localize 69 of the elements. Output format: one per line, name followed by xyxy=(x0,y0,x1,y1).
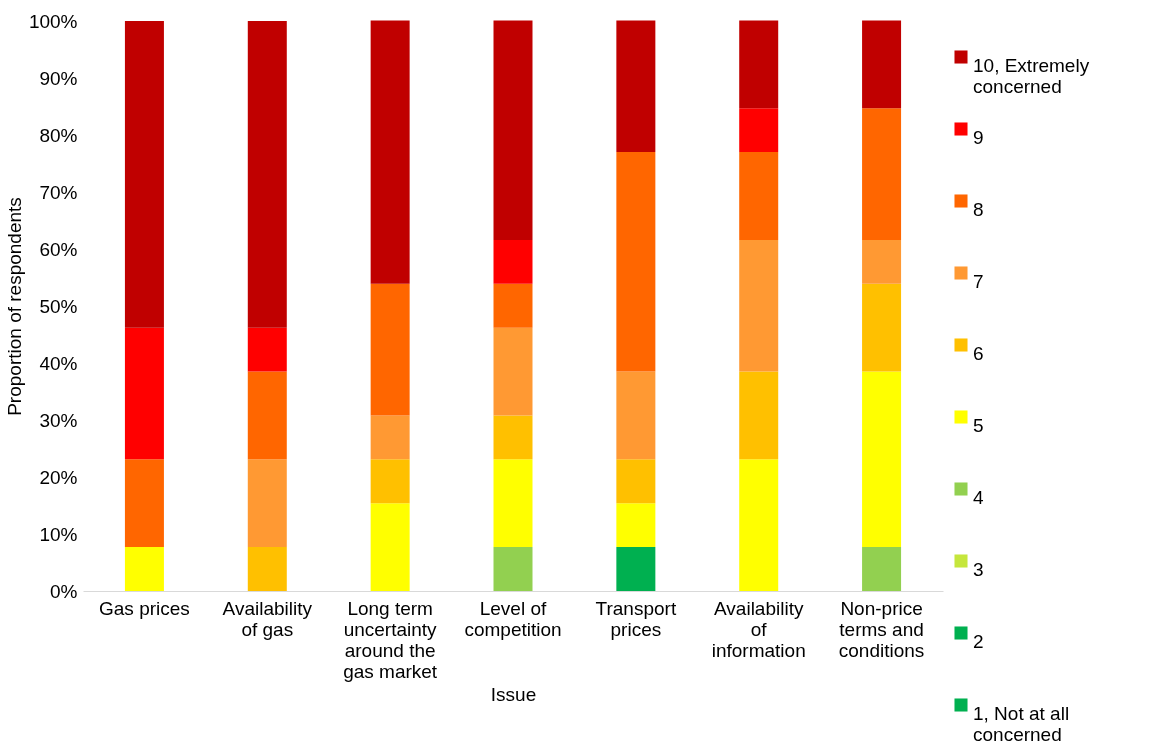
legend-label: 3 xyxy=(973,559,984,580)
legend-label: 8 xyxy=(973,199,984,220)
bar xyxy=(739,371,779,460)
y-tick-label: 20% xyxy=(39,466,78,488)
x-tick-label: Transport prices xyxy=(595,597,677,640)
y-tick-label: 0% xyxy=(50,580,78,602)
bar xyxy=(493,459,533,548)
bar xyxy=(247,327,287,372)
bar xyxy=(247,459,287,548)
legend-label: 9 xyxy=(973,127,984,148)
bar xyxy=(616,503,656,548)
y-tick-label: 90% xyxy=(39,67,78,89)
bar xyxy=(862,283,902,372)
y-tick-label: 100% xyxy=(28,10,78,32)
bar xyxy=(739,152,779,240)
legend-label: 1, Not at all concerned xyxy=(973,703,1070,745)
bar xyxy=(862,371,902,548)
y-tick-label: 40% xyxy=(39,352,78,374)
y-tick-label: 30% xyxy=(39,409,78,431)
bar xyxy=(247,547,287,591)
bar xyxy=(370,459,410,504)
y-tick-label: 50% xyxy=(39,295,78,317)
y-tick-label: 70% xyxy=(39,181,78,203)
bar xyxy=(124,459,164,548)
y-tick-label: 10% xyxy=(39,523,78,545)
bar xyxy=(247,371,287,460)
bar xyxy=(862,547,902,591)
bar xyxy=(370,20,410,284)
bar xyxy=(493,239,533,284)
legend-label: 2 xyxy=(973,631,984,652)
bar xyxy=(739,459,779,591)
bar xyxy=(616,459,656,504)
bar xyxy=(370,283,410,416)
bar xyxy=(493,415,533,460)
bar xyxy=(247,21,287,328)
bar xyxy=(739,108,779,153)
bar xyxy=(370,415,410,460)
legend-label: 6 xyxy=(973,343,984,364)
bar xyxy=(616,20,656,153)
bar xyxy=(493,283,533,328)
bar xyxy=(124,547,164,591)
bar xyxy=(493,20,533,240)
x-tick-label: Gas prices xyxy=(99,597,190,619)
bar xyxy=(739,239,779,372)
y-tick-label: 80% xyxy=(39,124,78,146)
bar xyxy=(493,547,533,591)
bar xyxy=(862,239,902,284)
x-tick-label: Long term uncertainty around the gas market xyxy=(343,597,438,682)
y-axis-title: Proportion of respondents xyxy=(3,197,25,416)
legend-label: 10, Extremely concerned xyxy=(973,55,1090,97)
y-tick-label: 60% xyxy=(39,238,78,260)
x-tick-label: Availability of information xyxy=(711,597,806,661)
x-axis-title: Issue xyxy=(490,683,537,705)
x-tick-label: Non-price terms and conditions xyxy=(838,597,925,661)
bar xyxy=(124,327,164,460)
legend-label: 7 xyxy=(973,271,984,292)
bar xyxy=(493,327,533,416)
bar xyxy=(739,20,779,109)
legend-label: 5 xyxy=(973,415,984,436)
x-tick-label: Availability of gas xyxy=(222,597,313,640)
x-tick-label: Level of competition xyxy=(464,597,562,640)
bar xyxy=(124,21,164,328)
bar xyxy=(616,371,656,460)
bar xyxy=(370,503,410,591)
legend-label: 4 xyxy=(973,487,984,508)
bar xyxy=(616,547,656,591)
bar xyxy=(862,20,902,109)
bar xyxy=(862,108,902,240)
bar xyxy=(616,152,656,372)
